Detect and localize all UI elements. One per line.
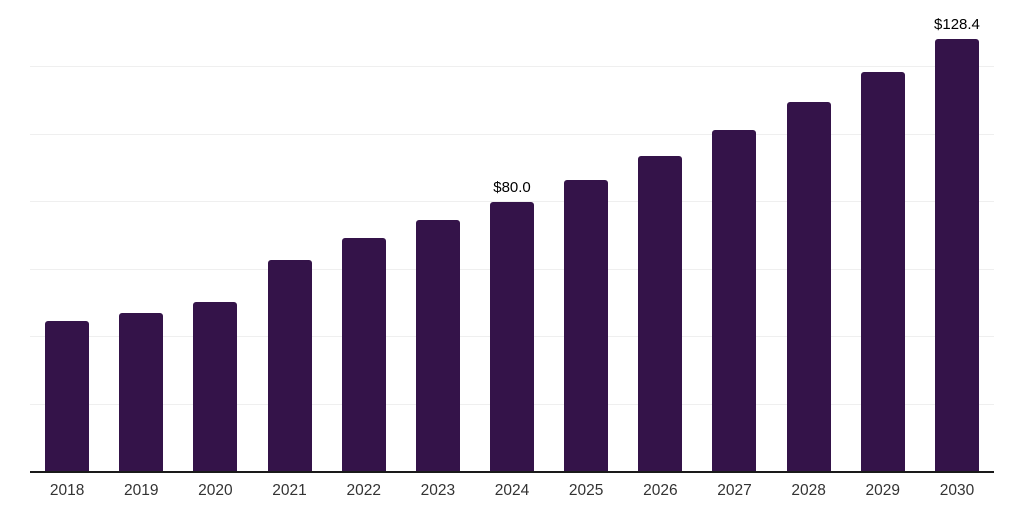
plot-area: $80.0 $128.4 xyxy=(30,0,994,473)
x-tick-2024: 2024 xyxy=(494,482,530,499)
x-tick-2029: 2029 xyxy=(865,482,901,499)
x-axis-tick-labels: 2018 2019 2020 2021 2022 2023 2024 2025 2026 2027… xyxy=(30,482,994,501)
bar-2025 xyxy=(564,180,609,472)
gridline-120 xyxy=(30,66,994,68)
bar-2021 xyxy=(267,259,312,472)
bar-2018 xyxy=(45,321,90,472)
bar-2026 xyxy=(638,156,683,472)
x-tick-2019: 2019 xyxy=(123,482,159,499)
bar-2022 xyxy=(341,237,386,472)
x-tick-2023: 2023 xyxy=(420,482,456,499)
bar-slot-2030: $128.4 xyxy=(920,0,994,472)
bar-slot-2024: $80.0 xyxy=(475,0,549,472)
bar-2030 xyxy=(934,39,979,472)
bar-slot-2029 xyxy=(846,0,920,472)
bar-slot-2021 xyxy=(252,0,326,472)
bar-2023 xyxy=(415,220,460,472)
x-tick-2027: 2027 xyxy=(717,482,752,499)
bar-slot-2018 xyxy=(30,0,104,472)
value-label-2030: $128.4 xyxy=(934,16,980,34)
x-tick-2026: 2026 xyxy=(643,482,678,499)
x-tick-2022: 2022 xyxy=(346,482,381,499)
value-label-2024: $80.0 xyxy=(493,179,531,197)
x-tick-2025: 2025 xyxy=(568,482,604,499)
x-axis-line xyxy=(30,471,994,473)
bar-2024 xyxy=(490,202,535,472)
gridline-80 xyxy=(30,201,994,203)
bar-2027 xyxy=(712,130,757,472)
bar-slot-2023 xyxy=(401,0,475,472)
x-tick-2020: 2020 xyxy=(198,482,233,499)
bar-2028 xyxy=(786,102,831,472)
x-tick-2028: 2028 xyxy=(791,482,826,499)
bar-2029 xyxy=(860,71,905,472)
bar-2019 xyxy=(119,312,164,472)
bar-slot-2022 xyxy=(327,0,401,472)
bars-layer: $80.0 $128.4 xyxy=(30,0,994,472)
bar-slot-2019 xyxy=(104,0,178,472)
x-tick-2021: 2021 xyxy=(272,482,307,499)
bar-slot-2027 xyxy=(697,0,771,472)
bar-slot-2028 xyxy=(772,0,846,472)
x-tick-2030: 2030 xyxy=(939,482,975,499)
x-tick-2018: 2018 xyxy=(49,482,85,499)
bar-slot-2020 xyxy=(178,0,252,472)
bar-2020 xyxy=(193,302,238,472)
gridline-100 xyxy=(30,133,994,135)
bar-slot-2026 xyxy=(623,0,697,472)
bar-slot-2025 xyxy=(549,0,623,472)
